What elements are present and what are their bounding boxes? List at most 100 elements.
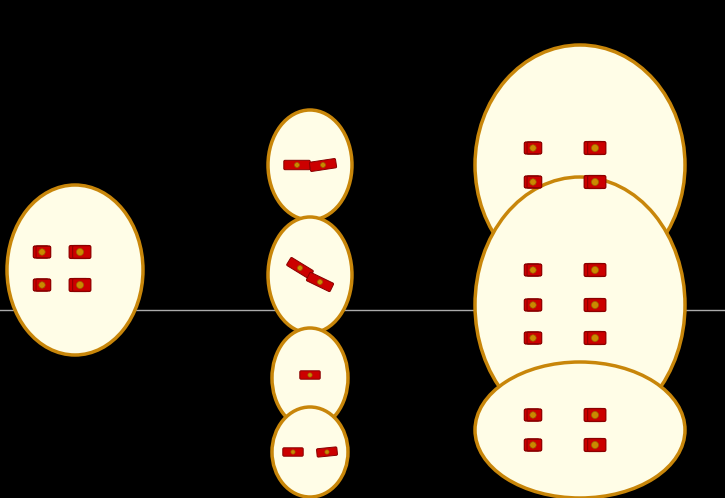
- FancyBboxPatch shape: [317, 447, 337, 457]
- Ellipse shape: [39, 282, 45, 288]
- FancyBboxPatch shape: [36, 279, 51, 291]
- Ellipse shape: [592, 335, 599, 342]
- FancyBboxPatch shape: [527, 332, 542, 344]
- FancyBboxPatch shape: [584, 263, 602, 276]
- Ellipse shape: [475, 45, 685, 285]
- Ellipse shape: [294, 162, 299, 167]
- FancyBboxPatch shape: [527, 332, 542, 344]
- FancyBboxPatch shape: [36, 246, 51, 258]
- FancyBboxPatch shape: [584, 141, 602, 154]
- FancyBboxPatch shape: [584, 439, 602, 451]
- FancyBboxPatch shape: [584, 332, 602, 344]
- FancyBboxPatch shape: [584, 175, 602, 189]
- FancyBboxPatch shape: [587, 175, 605, 189]
- Ellipse shape: [530, 442, 536, 448]
- FancyBboxPatch shape: [584, 264, 602, 276]
- Ellipse shape: [530, 412, 536, 418]
- FancyBboxPatch shape: [587, 263, 605, 276]
- Ellipse shape: [308, 373, 312, 377]
- FancyBboxPatch shape: [300, 371, 320, 379]
- Ellipse shape: [77, 281, 83, 288]
- FancyBboxPatch shape: [69, 279, 87, 291]
- FancyBboxPatch shape: [524, 439, 539, 451]
- FancyBboxPatch shape: [588, 332, 606, 344]
- Ellipse shape: [272, 328, 348, 428]
- Ellipse shape: [318, 279, 323, 284]
- Ellipse shape: [592, 178, 599, 185]
- FancyBboxPatch shape: [588, 176, 606, 188]
- FancyBboxPatch shape: [283, 448, 303, 456]
- FancyBboxPatch shape: [33, 279, 49, 291]
- FancyBboxPatch shape: [527, 264, 542, 276]
- Ellipse shape: [592, 411, 599, 418]
- Ellipse shape: [530, 335, 536, 341]
- Ellipse shape: [530, 145, 536, 151]
- FancyBboxPatch shape: [587, 439, 605, 452]
- FancyBboxPatch shape: [310, 158, 336, 171]
- FancyBboxPatch shape: [584, 408, 602, 421]
- FancyBboxPatch shape: [588, 299, 606, 311]
- FancyBboxPatch shape: [283, 160, 310, 170]
- FancyBboxPatch shape: [524, 264, 539, 276]
- FancyBboxPatch shape: [524, 176, 539, 188]
- FancyBboxPatch shape: [72, 278, 91, 291]
- FancyBboxPatch shape: [524, 142, 539, 154]
- FancyBboxPatch shape: [36, 279, 51, 291]
- Ellipse shape: [297, 265, 302, 270]
- FancyBboxPatch shape: [584, 409, 602, 421]
- FancyBboxPatch shape: [524, 299, 539, 311]
- FancyBboxPatch shape: [286, 257, 313, 278]
- FancyBboxPatch shape: [70, 246, 88, 258]
- Ellipse shape: [7, 185, 143, 355]
- Ellipse shape: [592, 266, 599, 273]
- FancyBboxPatch shape: [33, 279, 48, 291]
- FancyBboxPatch shape: [527, 299, 542, 311]
- Ellipse shape: [39, 249, 45, 255]
- FancyBboxPatch shape: [524, 409, 539, 421]
- FancyBboxPatch shape: [588, 264, 606, 276]
- Ellipse shape: [320, 162, 326, 167]
- Ellipse shape: [592, 301, 599, 308]
- Ellipse shape: [530, 179, 536, 185]
- FancyBboxPatch shape: [587, 408, 605, 421]
- Ellipse shape: [530, 267, 536, 273]
- FancyBboxPatch shape: [587, 332, 605, 345]
- FancyBboxPatch shape: [584, 299, 602, 311]
- FancyBboxPatch shape: [33, 247, 48, 257]
- FancyBboxPatch shape: [524, 264, 539, 276]
- FancyBboxPatch shape: [584, 439, 602, 452]
- FancyBboxPatch shape: [527, 299, 542, 311]
- FancyBboxPatch shape: [588, 142, 606, 154]
- FancyBboxPatch shape: [584, 142, 602, 154]
- FancyBboxPatch shape: [33, 246, 49, 258]
- FancyBboxPatch shape: [587, 141, 605, 154]
- FancyBboxPatch shape: [584, 332, 602, 345]
- Ellipse shape: [325, 450, 329, 454]
- FancyBboxPatch shape: [72, 279, 91, 291]
- FancyBboxPatch shape: [527, 439, 542, 451]
- FancyBboxPatch shape: [307, 272, 334, 292]
- Ellipse shape: [268, 110, 352, 220]
- Ellipse shape: [592, 144, 599, 151]
- FancyBboxPatch shape: [524, 439, 539, 451]
- FancyBboxPatch shape: [36, 247, 51, 257]
- FancyBboxPatch shape: [72, 246, 91, 258]
- FancyBboxPatch shape: [584, 176, 602, 188]
- FancyBboxPatch shape: [584, 298, 602, 312]
- FancyBboxPatch shape: [527, 409, 542, 421]
- Ellipse shape: [291, 450, 295, 454]
- FancyBboxPatch shape: [527, 176, 542, 188]
- Ellipse shape: [272, 407, 348, 497]
- Ellipse shape: [475, 177, 685, 433]
- Ellipse shape: [268, 217, 352, 333]
- FancyBboxPatch shape: [588, 439, 606, 451]
- FancyBboxPatch shape: [588, 409, 606, 421]
- FancyBboxPatch shape: [587, 298, 605, 312]
- FancyBboxPatch shape: [524, 332, 539, 344]
- FancyBboxPatch shape: [69, 246, 87, 258]
- Ellipse shape: [77, 249, 83, 255]
- FancyBboxPatch shape: [527, 142, 542, 154]
- FancyBboxPatch shape: [527, 264, 542, 276]
- FancyBboxPatch shape: [524, 299, 539, 311]
- FancyBboxPatch shape: [524, 409, 539, 421]
